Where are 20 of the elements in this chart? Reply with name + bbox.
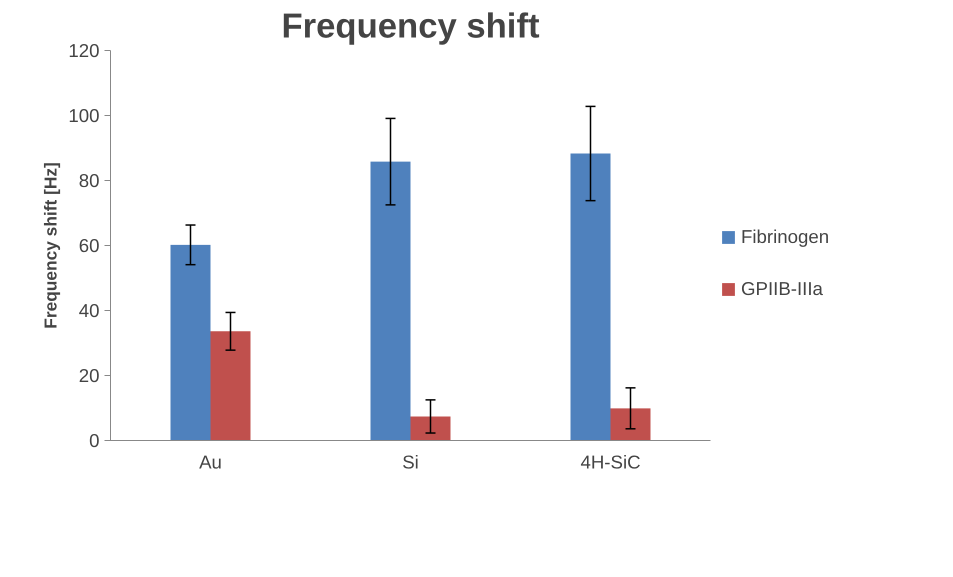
y-tick-label: 20 [78, 365, 100, 386]
x-tick-label: Au [199, 452, 222, 472]
chart-title: Frequency shift [281, 8, 540, 46]
bar [410, 416, 450, 440]
y-tick-label: 100 [68, 105, 100, 126]
bar [370, 162, 410, 440]
bar [570, 154, 610, 440]
legend-label: GPIIB-IIIa [741, 278, 823, 300]
y-axis-title: Frequency shift [Hz] [40, 162, 60, 329]
bar [210, 331, 250, 440]
y-tick-label: 80 [78, 170, 100, 191]
y-tick-label: 120 [68, 40, 100, 61]
x-tick-label: Si [402, 452, 419, 472]
x-tick-label: 4H-SiC [580, 452, 641, 472]
legend-label: Fibrinogen [741, 226, 830, 248]
y-tick-label: 60 [78, 235, 100, 256]
y-tick-label: 40 [78, 300, 100, 321]
y-tick-label: 0 [89, 430, 100, 451]
bar [610, 408, 650, 440]
bar [170, 244, 210, 440]
